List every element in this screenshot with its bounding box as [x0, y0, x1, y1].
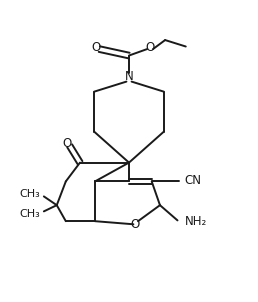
Text: CN: CN	[184, 174, 201, 187]
Text: O: O	[131, 218, 140, 231]
Text: N: N	[125, 70, 133, 83]
Text: O: O	[146, 41, 155, 54]
Text: NH₂: NH₂	[185, 215, 207, 228]
Text: O: O	[91, 41, 101, 54]
Text: CH₃: CH₃	[19, 209, 40, 219]
Text: CH₃: CH₃	[19, 188, 40, 199]
Text: O: O	[62, 137, 71, 150]
